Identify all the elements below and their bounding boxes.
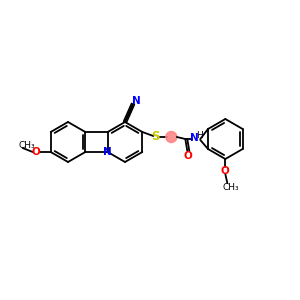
- Text: O: O: [221, 166, 230, 176]
- Text: CH₃: CH₃: [222, 182, 238, 191]
- Text: CH₃: CH₃: [19, 142, 35, 151]
- Text: N: N: [190, 133, 199, 143]
- Text: H: H: [196, 130, 203, 140]
- Text: N: N: [103, 147, 112, 157]
- Text: N: N: [132, 96, 140, 106]
- Text: S: S: [151, 130, 160, 143]
- Circle shape: [166, 131, 177, 142]
- Text: O: O: [31, 147, 40, 157]
- Text: O: O: [184, 151, 193, 161]
